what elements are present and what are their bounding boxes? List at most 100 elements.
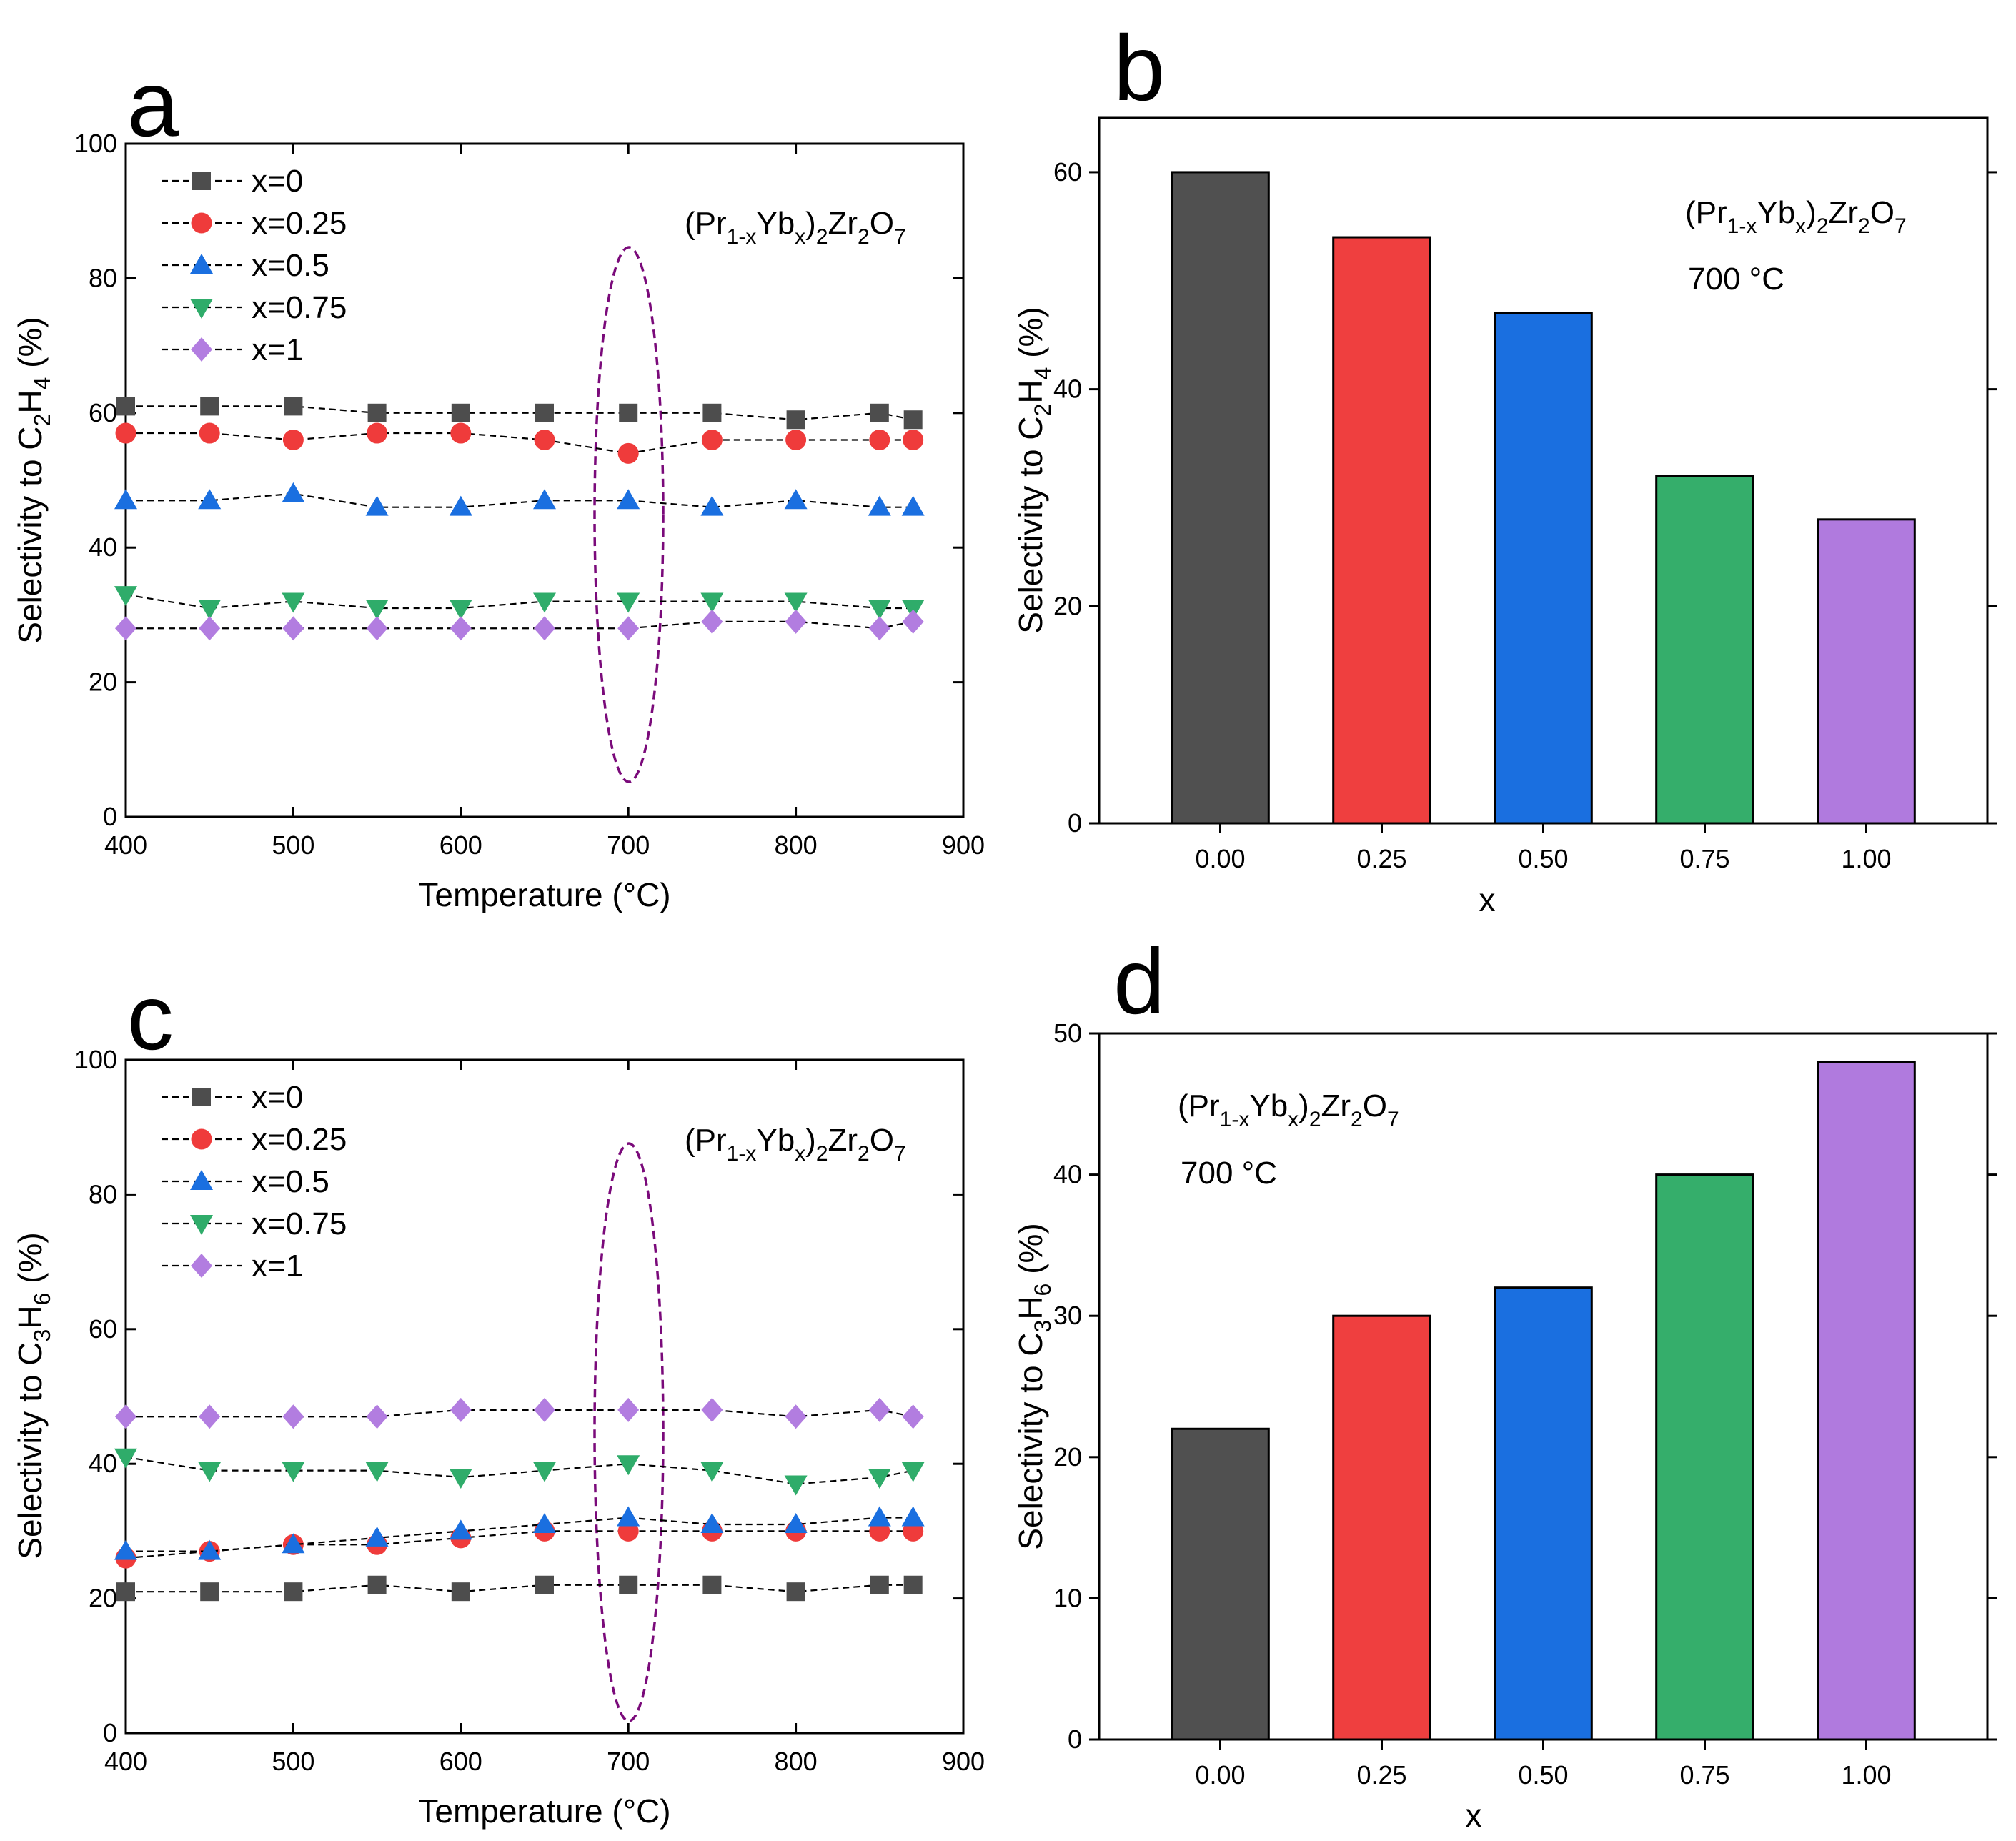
formula-annotation-d: (Pr1-xYbx)2Zr2O7 bbox=[1178, 1088, 1399, 1131]
y-tick-label: 40 bbox=[89, 1449, 117, 1478]
data-point bbox=[450, 616, 472, 641]
legend-entry-x=0.5: x=0.5 bbox=[162, 248, 329, 283]
data-point bbox=[868, 495, 891, 516]
x-tick-label: 600 bbox=[440, 1747, 482, 1776]
x-axis-title-a: Temperature (°C) bbox=[418, 876, 670, 913]
data-point bbox=[535, 403, 554, 422]
data-point bbox=[868, 1397, 890, 1422]
formula-o: O bbox=[870, 1123, 894, 1158]
legend-marker bbox=[191, 212, 212, 234]
formula-o: O bbox=[1870, 195, 1895, 230]
legend-entry-x=0.75: x=0.75 bbox=[162, 1206, 347, 1241]
y-title-suffix: (%) bbox=[11, 317, 49, 377]
formula-sub-2: x bbox=[795, 1142, 805, 1166]
panel-d-bar-chart: d 0 10 20 30 40 50 0.00 0.25 0.50 0.75 1.00 (Pr1-… bbox=[1012, 929, 1997, 1834]
bar-0.50 bbox=[1494, 312, 1593, 825]
legend-marker bbox=[192, 1088, 211, 1106]
data-point bbox=[870, 403, 889, 422]
bars-group-d bbox=[1171, 1061, 1916, 1741]
y-tick-label: 30 bbox=[1053, 1301, 1082, 1330]
legend-label: x=1 bbox=[252, 332, 303, 367]
legend-a: x=0 x=0.25 x=0.5 x=0.75 x=1 bbox=[162, 164, 347, 367]
legend-entry-x=0.75: x=0.75 bbox=[162, 290, 347, 325]
data-point bbox=[367, 1575, 387, 1594]
formula-sub-4: 2 bbox=[858, 1142, 870, 1166]
data-point bbox=[868, 1506, 891, 1527]
y-axis-title-a: Selectivity to C2H4 (%) bbox=[11, 317, 55, 643]
y-title-sub1: 2 bbox=[29, 414, 55, 427]
panel-letter-d: d bbox=[1113, 929, 1165, 1033]
formula-open: (Pr bbox=[685, 1123, 727, 1158]
data-point bbox=[533, 592, 556, 613]
data-point bbox=[619, 1575, 638, 1594]
formula-sub-5: 7 bbox=[894, 1142, 906, 1166]
formula-sub-1: 1-x bbox=[1220, 1108, 1250, 1131]
formula-sub-2: x bbox=[795, 225, 805, 249]
y-tick-label: 0 bbox=[103, 1718, 117, 1747]
data-point bbox=[785, 1404, 807, 1429]
formula-zr: Zr bbox=[1829, 195, 1859, 230]
y-title-sub1: 3 bbox=[1030, 1320, 1056, 1333]
data-point bbox=[115, 616, 136, 641]
data-point bbox=[282, 482, 305, 502]
data-point bbox=[198, 599, 222, 620]
y-tick-label: 40 bbox=[1053, 1160, 1082, 1189]
formula-sub-5: 7 bbox=[1895, 214, 1907, 238]
temperature-annotation-b: 700 °C bbox=[1688, 262, 1784, 297]
formula-sub-4: 2 bbox=[1351, 1108, 1363, 1131]
series-x=0.75 bbox=[114, 586, 925, 620]
formula-sub-3: 2 bbox=[816, 1142, 828, 1166]
formula-sub-3: 2 bbox=[1309, 1108, 1321, 1131]
x-tick-label: 400 bbox=[104, 830, 147, 860]
data-point bbox=[282, 616, 304, 641]
bar-0.50 bbox=[1494, 1286, 1593, 1741]
data-point bbox=[617, 442, 639, 464]
x-tick-label: 0.75 bbox=[1679, 844, 1729, 873]
x-tick-label: 0.25 bbox=[1356, 844, 1406, 873]
y-title-suffix: (%) bbox=[1012, 307, 1049, 367]
data-point bbox=[282, 1462, 305, 1482]
y-tick-label: 20 bbox=[1053, 1442, 1082, 1472]
formula-sub-1: 1-x bbox=[1727, 214, 1757, 238]
data-point bbox=[533, 489, 556, 510]
formula-o: O bbox=[870, 206, 894, 241]
formula-sub-2: x bbox=[1288, 1108, 1299, 1131]
y-tick-label: 40 bbox=[1053, 374, 1082, 404]
series-x=0.5 bbox=[114, 1506, 925, 1560]
data-point bbox=[282, 1533, 305, 1554]
data-point bbox=[617, 592, 640, 613]
series-group-c bbox=[114, 1397, 925, 1602]
legend-label: x=0 bbox=[252, 164, 303, 199]
data-point bbox=[198, 1539, 222, 1560]
x-axis-title-d: x bbox=[1466, 1797, 1482, 1834]
data-point bbox=[365, 1526, 389, 1547]
legend-entry-x=0.25: x=0.25 bbox=[162, 1122, 347, 1157]
legend-entry-x=1: x=1 bbox=[162, 1249, 303, 1284]
data-point bbox=[366, 1404, 388, 1429]
formula-annotation-b: (Pr1-xYbx)2Zr2O7 bbox=[1685, 195, 1907, 238]
bar-0.25 bbox=[1332, 236, 1431, 825]
y-title-sub1: 2 bbox=[1030, 404, 1056, 417]
legend-entry-x=1: x=1 bbox=[162, 332, 303, 367]
formula-sub-2: x bbox=[1795, 214, 1806, 238]
series-x=0 bbox=[116, 1575, 923, 1602]
x-tick-label: 500 bbox=[272, 1747, 314, 1776]
y-tick-label: 80 bbox=[89, 263, 117, 292]
legend-marker bbox=[191, 1254, 212, 1278]
data-point bbox=[534, 429, 555, 450]
data-point bbox=[200, 397, 219, 416]
y-tick-label: 0 bbox=[1068, 1725, 1082, 1754]
data-point bbox=[114, 586, 137, 607]
data-point bbox=[902, 609, 924, 634]
y-tick-label: 80 bbox=[89, 1179, 117, 1209]
data-point bbox=[115, 1404, 136, 1429]
y-title-sub1: 3 bbox=[29, 1329, 55, 1342]
formula-close: ) bbox=[805, 1123, 816, 1158]
data-point bbox=[700, 1462, 724, 1482]
y-title-prefix: Selectivity to C bbox=[11, 1341, 49, 1559]
data-point bbox=[868, 599, 891, 620]
y-tick-label: 20 bbox=[89, 1584, 117, 1613]
plot-frame-c bbox=[124, 1058, 965, 1735]
